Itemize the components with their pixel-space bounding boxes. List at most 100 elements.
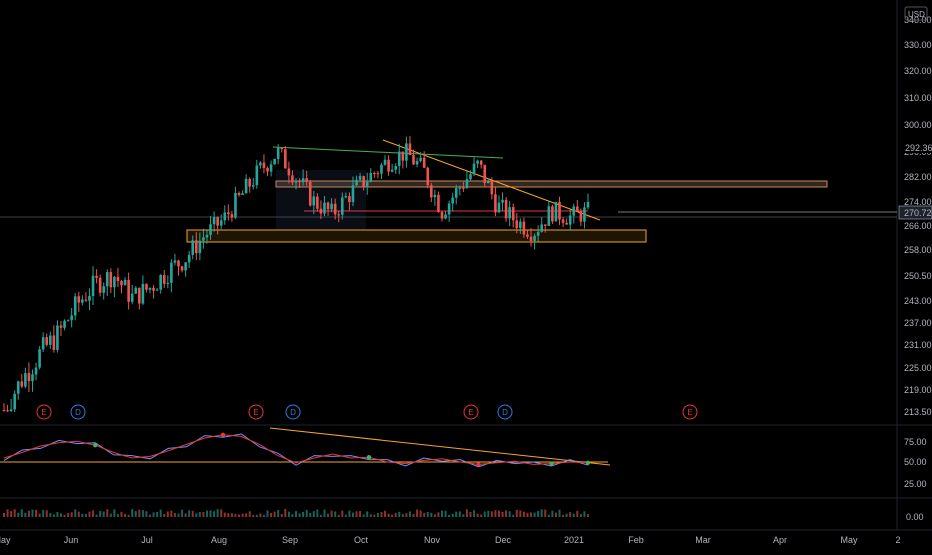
candle-body (572, 206, 576, 216)
candle-body (536, 231, 540, 236)
top-trendline[interactable] (272, 146, 504, 159)
volume-bar (355, 511, 358, 517)
time-tick-label: Dec (495, 535, 512, 545)
indicator-axis[interactable]: 75.00 50.00 25.00 (904, 437, 927, 489)
volume-bar (547, 514, 550, 517)
candle-body (98, 277, 102, 293)
candle-body (479, 160, 483, 165)
candle-body (273, 158, 276, 165)
candle-body (326, 202, 330, 210)
candle-body (437, 194, 440, 213)
volume-bars (3, 509, 589, 517)
event-marker-label: D (290, 408, 296, 417)
rsi-trendline[interactable] (269, 427, 611, 466)
volume-bar (394, 513, 397, 517)
candlestick-series (2, 136, 590, 412)
resistance-zone[interactable] (275, 180, 828, 188)
time-axis[interactable]: May Jun Jul Aug Sep Oct Nov Dec 2021 Feb Mar Apr May… (0, 535, 901, 545)
currency-badge[interactable] (904, 6, 928, 21)
volume-bar (558, 509, 561, 517)
candle-body (308, 181, 312, 206)
volume-bar (530, 512, 533, 517)
volume-bar (380, 512, 383, 517)
volume-bar (230, 513, 233, 517)
candle-body (209, 224, 212, 235)
candle-body (583, 207, 586, 222)
volume-bar (337, 514, 340, 517)
candle-body (262, 162, 266, 168)
candle-body (45, 337, 49, 345)
volume-bar (166, 511, 169, 517)
candle-body (476, 160, 479, 164)
candle-body (127, 279, 130, 302)
candle-body (287, 168, 291, 176)
volume-bar (188, 510, 191, 517)
candle-body (276, 147, 280, 159)
event-marker-circle (36, 404, 52, 420)
volume-bar (540, 509, 543, 517)
support-zone[interactable] (186, 229, 647, 243)
earnings-marker[interactable]: E (36, 404, 52, 420)
volume-bar (159, 509, 162, 517)
volume-bar (27, 510, 30, 517)
candle-body (465, 179, 469, 188)
volume-bar (31, 509, 34, 517)
indicator-tick-label: 25.00 (904, 479, 927, 489)
candle-body (444, 214, 447, 219)
volume-bar (416, 509, 419, 517)
rsi-signal-dot (549, 461, 554, 466)
dividend-marker[interactable]: D (285, 404, 301, 420)
high-price-badge (899, 141, 932, 153)
earnings-marker[interactable]: E (463, 404, 479, 420)
currency-label: USD (908, 10, 925, 19)
volume-bar (462, 514, 465, 517)
volume-bar (45, 510, 48, 517)
indicator-tick-label: 50.00 (904, 457, 927, 467)
candle-body (116, 276, 120, 282)
candle-body (237, 192, 241, 195)
dividend-marker[interactable]: D (497, 404, 513, 420)
volume-bar (497, 510, 500, 517)
volume-bar (127, 514, 130, 517)
volume-bar (408, 511, 411, 517)
price-tick-label: 320.00 (904, 66, 932, 76)
volume-bar (205, 510, 208, 517)
volume-bar (576, 510, 579, 517)
price-tick-label: 250.50 (904, 271, 932, 281)
candle-body (508, 207, 511, 219)
time-tick-label: 2021 (564, 535, 584, 545)
candle-body (301, 178, 305, 183)
candle-body (358, 176, 362, 180)
candle-body (198, 240, 202, 254)
volume-axis[interactable]: 0.00 (906, 512, 924, 522)
time-tick-label: May (0, 535, 11, 545)
volume-bar (512, 514, 515, 517)
price-tick-label: 330.00 (904, 40, 932, 50)
time-tick-label: Mar (695, 535, 711, 545)
volume-bar (437, 512, 440, 517)
volume-bar (330, 510, 333, 517)
candle-body (202, 237, 205, 241)
volume-bar (298, 513, 301, 517)
volume-bar (376, 512, 379, 517)
volume-bar (88, 511, 91, 517)
volume-bar (476, 513, 479, 517)
time-tick-label: Sep (282, 535, 298, 545)
earnings-marker[interactable]: E (682, 404, 698, 420)
candle-body (194, 240, 198, 254)
volume-bar (234, 513, 237, 517)
volume-bar (533, 512, 536, 517)
volume-bar (405, 513, 408, 517)
candle-body (294, 180, 298, 183)
volume-bar (433, 514, 436, 517)
volume-bar (202, 512, 205, 517)
dividend-marker[interactable]: D (70, 404, 86, 420)
volume-profile-block (276, 170, 366, 230)
earnings-marker[interactable]: E (248, 404, 264, 420)
volume-bar (366, 511, 369, 517)
volume-bar (579, 513, 582, 517)
volume-bar (480, 514, 483, 517)
